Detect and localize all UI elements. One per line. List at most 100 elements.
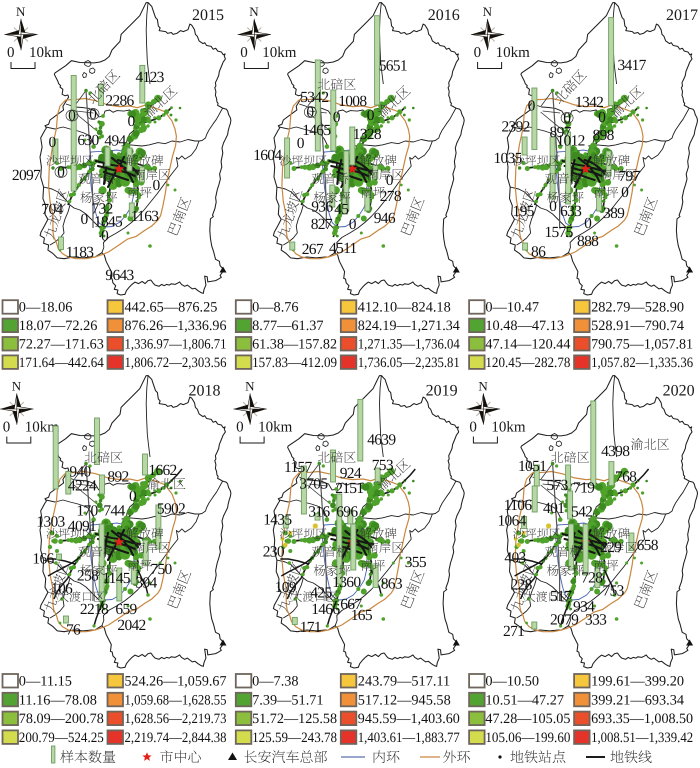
- svg-text:2019: 2019: [426, 383, 458, 400]
- svg-text:630: 630: [77, 132, 99, 149]
- svg-text:0: 0: [528, 98, 536, 115]
- svg-text:389: 389: [603, 205, 625, 222]
- svg-text:11.16—78.08: 11.16—78.08: [19, 692, 97, 708]
- svg-text:355: 355: [405, 554, 427, 571]
- svg-text:4398: 4398: [601, 443, 630, 460]
- svg-text:401: 401: [543, 500, 564, 517]
- svg-text:2,219.74—2,844.38: 2,219.74—2,844.38: [125, 730, 227, 746]
- svg-text:120.45—282.78: 120.45—282.78: [485, 355, 570, 371]
- svg-text:8.77—61.37: 8.77—61.37: [252, 318, 323, 334]
- svg-text:442.65—876.25: 442.65—876.25: [125, 300, 218, 316]
- svg-text:76: 76: [66, 621, 81, 638]
- svg-text:278: 278: [380, 188, 402, 205]
- svg-text:494: 494: [104, 133, 126, 150]
- svg-text:750: 750: [150, 561, 172, 578]
- svg-text:863: 863: [381, 576, 403, 593]
- svg-text:0: 0: [89, 106, 97, 123]
- svg-text:0—18.06: 0—18.06: [19, 300, 73, 316]
- svg-text:768: 768: [615, 468, 637, 485]
- svg-text:165: 165: [351, 607, 373, 624]
- svg-text:1012: 1012: [556, 133, 584, 150]
- svg-text:0: 0: [563, 110, 571, 127]
- svg-text:86: 86: [531, 244, 546, 261]
- svg-text:667: 667: [340, 596, 362, 613]
- svg-text:2286: 2286: [105, 93, 134, 110]
- svg-text:333: 333: [585, 612, 607, 629]
- svg-text:0: 0: [57, 164, 65, 181]
- svg-text:2016: 2016: [428, 7, 460, 24]
- svg-text:0: 0: [584, 215, 592, 232]
- svg-text:827: 827: [311, 216, 333, 233]
- svg-text:9643: 9643: [105, 267, 134, 284]
- svg-text:2151: 2151: [335, 480, 363, 497]
- svg-text:2079: 2079: [550, 612, 579, 629]
- svg-text:753: 753: [603, 583, 625, 600]
- svg-text:876.26—1,336.96: 876.26—1,336.96: [125, 318, 227, 334]
- svg-text:0: 0: [349, 216, 357, 233]
- svg-text:18.07—72.26: 18.07—72.26: [19, 318, 98, 334]
- svg-text:7.39—51.71: 7.39—51.71: [252, 692, 323, 708]
- svg-text:1604: 1604: [253, 147, 282, 164]
- svg-text:10.48—47.13: 10.48—47.13: [485, 318, 564, 334]
- svg-text:1163: 1163: [131, 208, 160, 225]
- svg-text:693.35—1,008.50: 693.35—1,008.50: [591, 711, 693, 727]
- svg-text:399.21—693.34: 399.21—693.34: [591, 692, 684, 708]
- svg-text:106: 106: [51, 581, 73, 598]
- svg-text:753: 753: [372, 457, 394, 474]
- svg-text:1,271.35—1,736.04: 1,271.35—1,736.04: [358, 337, 460, 353]
- svg-text:1328: 1328: [353, 126, 382, 143]
- svg-text:0: 0: [48, 134, 56, 151]
- svg-text:633: 633: [560, 203, 582, 220]
- svg-text:728: 728: [581, 570, 603, 587]
- svg-text:72.27—171.63: 72.27—171.63: [19, 337, 104, 353]
- svg-text:2018: 2018: [189, 383, 221, 400]
- svg-text:897: 897: [550, 124, 572, 141]
- svg-text:5651: 5651: [379, 58, 407, 75]
- svg-text:924: 924: [340, 465, 362, 482]
- svg-text:1303: 1303: [36, 513, 65, 530]
- svg-text:732: 732: [91, 201, 112, 218]
- svg-text:0: 0: [621, 184, 629, 201]
- svg-text:542: 542: [571, 504, 592, 521]
- svg-text:0: 0: [297, 135, 305, 152]
- svg-text:1,628.56—2,219.73: 1,628.56—2,219.73: [125, 711, 227, 727]
- svg-text:1,403.61—1,883.77: 1,403.61—1,883.77: [358, 730, 460, 746]
- svg-text:0: 0: [598, 109, 606, 126]
- svg-text:2392: 2392: [501, 119, 529, 136]
- svg-text:0—10.47: 0—10.47: [485, 300, 539, 316]
- svg-text:109: 109: [275, 579, 297, 596]
- svg-text:3417: 3417: [617, 57, 646, 74]
- svg-text:4639: 4639: [367, 431, 396, 448]
- svg-text:0: 0: [152, 177, 160, 194]
- svg-text:0: 0: [386, 172, 394, 189]
- svg-text:228: 228: [511, 577, 533, 594]
- svg-text:199.61—399.20: 199.61—399.20: [591, 674, 684, 690]
- svg-text:171.64—442.64: 171.64—442.64: [19, 355, 104, 371]
- svg-text:4123: 4123: [135, 69, 164, 86]
- svg-text:1183: 1183: [66, 244, 95, 261]
- svg-text:2218: 2218: [80, 601, 109, 618]
- svg-text:824.19—1,271.34: 824.19—1,271.34: [358, 318, 460, 334]
- svg-text:1845: 1845: [94, 214, 123, 231]
- svg-text:1662: 1662: [148, 462, 176, 479]
- svg-text:1,059.68—1,628.55: 1,059.68—1,628.55: [125, 692, 227, 708]
- svg-text:125.59—243.78: 125.59—243.78: [252, 730, 337, 746]
- svg-text:78.09—200.78: 78.09—200.78: [19, 711, 104, 727]
- svg-text:1575: 1575: [544, 224, 573, 241]
- svg-text:166: 166: [32, 551, 54, 568]
- svg-text:412.10—824.18: 412.10—824.18: [358, 300, 451, 316]
- svg-text:0: 0: [68, 108, 76, 125]
- svg-text:61.38—157.82: 61.38—157.82: [252, 337, 337, 353]
- svg-text:1,008.51—1,339.42: 1,008.51—1,339.42: [591, 730, 693, 746]
- svg-text:524.26—1,059.67: 524.26—1,059.67: [125, 674, 227, 690]
- svg-text:1008: 1008: [338, 93, 367, 110]
- svg-text:170: 170: [76, 503, 98, 520]
- svg-text:1360: 1360: [332, 574, 361, 591]
- svg-text:4091: 4091: [68, 518, 96, 535]
- svg-text:1466: 1466: [311, 601, 340, 618]
- svg-text:0: 0: [306, 104, 314, 121]
- svg-text:425: 425: [310, 585, 332, 602]
- svg-text:1,806.72—2,303.56: 1,806.72—2,303.56: [125, 355, 227, 371]
- svg-text:704: 704: [41, 201, 63, 218]
- svg-text:1,336.97—1,806.71: 1,336.97—1,806.71: [125, 337, 227, 353]
